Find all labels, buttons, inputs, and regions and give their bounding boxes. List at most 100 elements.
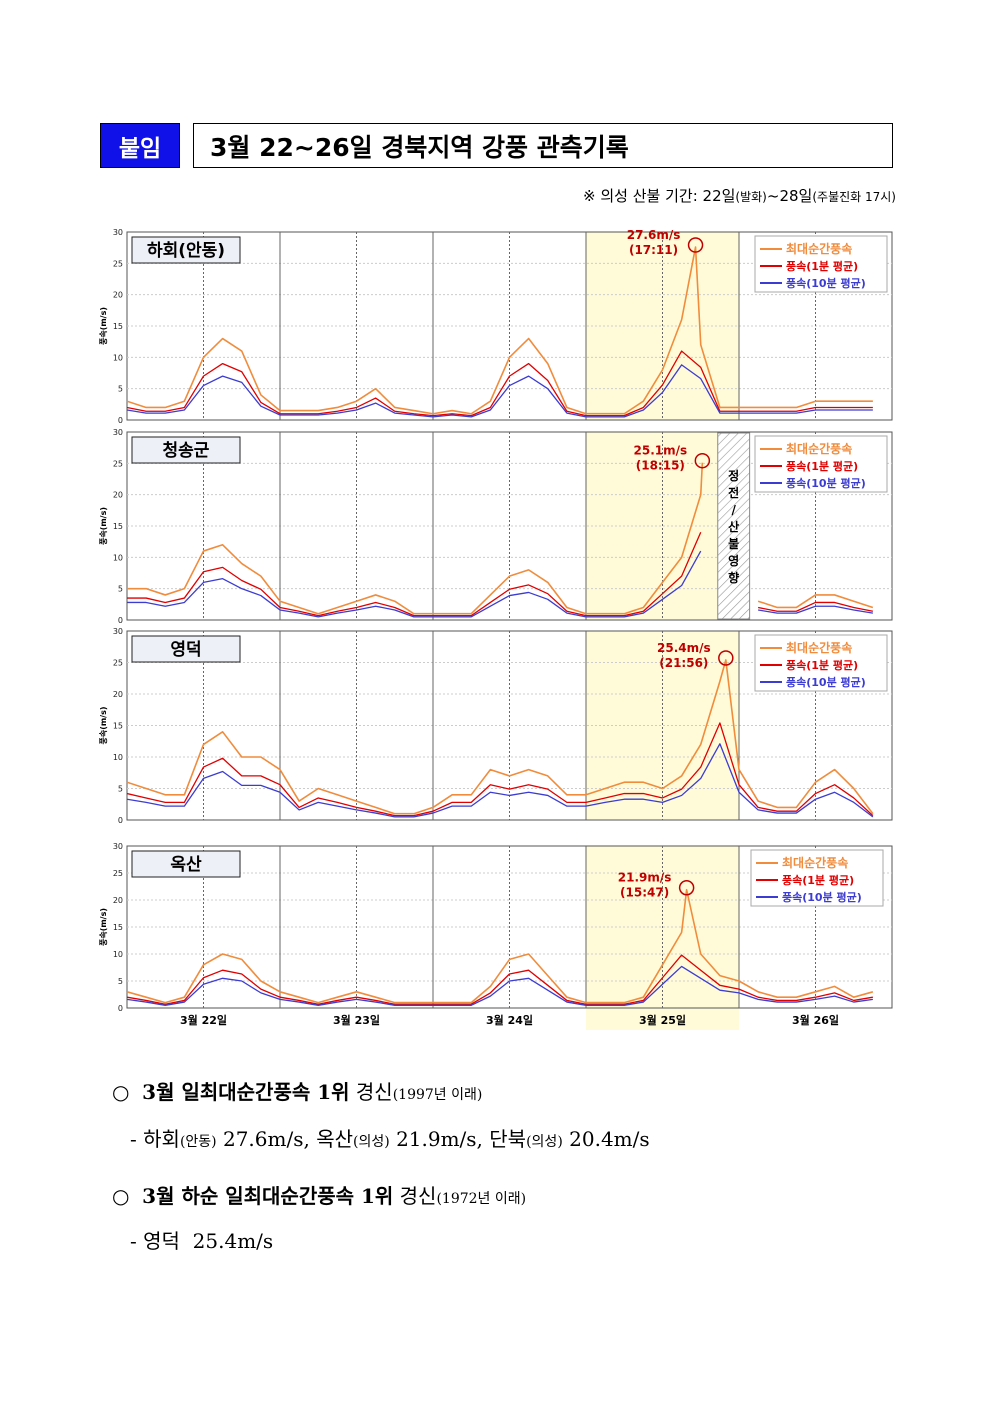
station-paren: (의성) bbox=[526, 1134, 563, 1150]
bullet-marker: ○ bbox=[112, 1080, 130, 1104]
series-line-avg1 bbox=[126, 722, 874, 817]
peak-value-label: 27.6m/s bbox=[627, 228, 681, 242]
legend-label: 풍속(10분 평균) bbox=[782, 890, 862, 904]
note-paren: (발화) bbox=[735, 190, 767, 204]
y-tick-label: 0 bbox=[118, 416, 123, 425]
x-tick-label: 3월 26일 bbox=[792, 1013, 839, 1027]
series-line-avg10 bbox=[127, 550, 702, 618]
bullet-paren: (1997년 이래) bbox=[392, 1087, 483, 1103]
bullet-paren: (1972년 이래) bbox=[436, 1191, 527, 1207]
series-line-avg10 bbox=[126, 743, 874, 818]
y-tick-label: 20 bbox=[113, 491, 123, 500]
chart-panel-1: 0 5 10 15 20 25 30 풍속(m/s) 27.6m/s(17:11) 하회(안동) 최… bbox=[98, 228, 893, 425]
y-tick-label: 25 bbox=[113, 869, 123, 878]
bullet-bold: 3월 일최대순간풍속 1위 bbox=[142, 1080, 350, 1104]
series-line-avg1 bbox=[757, 601, 874, 612]
legend-label: 최대순간풍속 bbox=[782, 855, 848, 870]
series-line-avg1 bbox=[127, 532, 702, 617]
station-label-box bbox=[131, 236, 241, 264]
bullet-2: ○ 3월 하순 일최대순간풍속 1위 경신(1972년 이래) bbox=[112, 1180, 526, 1209]
station-value: 25.4m/s bbox=[192, 1229, 274, 1253]
outage-label-char: 향 bbox=[728, 570, 739, 585]
y-tick-label: 10 bbox=[113, 753, 123, 762]
title-text: 3월 22~26일 경북지역 강풍 관측기록 bbox=[210, 132, 629, 162]
station-label: 옥산 bbox=[170, 855, 202, 875]
legend-label: 풍속(10분 평균) bbox=[786, 476, 866, 490]
y-tick-label: 15 bbox=[113, 923, 123, 932]
outage-label-char: 불 bbox=[728, 537, 739, 551]
station-label-box bbox=[131, 635, 241, 663]
series-line-avg1 bbox=[126, 350, 873, 417]
station-label: 청송군 bbox=[163, 440, 210, 461]
fire-period-note: ※ 의성 산불 기간: 22일(발화)~28일(주불진화 17시) bbox=[583, 185, 896, 206]
y-tick-label: 30 bbox=[113, 842, 123, 851]
outage-label-char: 산 bbox=[728, 519, 739, 534]
y-tick-label: 5 bbox=[118, 785, 123, 794]
outage-label-char: 영 bbox=[728, 553, 739, 568]
peak-marker bbox=[694, 452, 711, 469]
chart-panel-4: 0 5 10 15 20 25 30 풍속(m/s) 21.9m/s(15:47) 옥산 최대순간풍… bbox=[98, 842, 893, 1030]
peak-time-label: (15:47) bbox=[620, 886, 669, 900]
y-tick-label: 15 bbox=[113, 522, 123, 531]
station-name: 하회 bbox=[143, 1127, 180, 1151]
sub-line-1: - 하회(안동) 27.6m/s, 옥산(의성) 21.9m/s, 단북(의성)… bbox=[130, 1127, 650, 1151]
series-line-avg10 bbox=[126, 965, 873, 1006]
y-axis-label: 풍속(m/s) bbox=[98, 908, 108, 946]
x-tick-label: 3월 25일 bbox=[639, 1013, 686, 1027]
y-axis-label: 풍속(m/s) bbox=[98, 507, 108, 545]
station-label: 영덕 bbox=[170, 640, 201, 660]
station-value: 21.9m/s, bbox=[396, 1127, 483, 1151]
peak-marker bbox=[687, 237, 704, 253]
bullet-marker: ○ bbox=[112, 1184, 130, 1208]
bullet-text: 경신 bbox=[355, 1080, 393, 1104]
y-tick-label: 10 bbox=[113, 553, 123, 562]
series-line-gust bbox=[757, 594, 874, 609]
legend-label: 최대순간풍속 bbox=[786, 241, 852, 256]
outage-label-char: 전 bbox=[728, 485, 739, 500]
y-tick-label: 25 bbox=[113, 459, 123, 468]
station-label: 하회(안동) bbox=[147, 241, 225, 261]
y-tick-label: 15 bbox=[113, 322, 123, 331]
peak-time-label: (17:11) bbox=[629, 243, 678, 257]
y-tick-label: 0 bbox=[118, 616, 123, 625]
legend-label: 풍속(10분 평균) bbox=[786, 675, 866, 689]
station-paren: (의성) bbox=[353, 1134, 390, 1150]
y-tick-label: 30 bbox=[113, 627, 123, 636]
y-tick-label: 25 bbox=[113, 659, 123, 668]
peak-marker bbox=[718, 650, 734, 666]
station-label-box bbox=[131, 850, 241, 878]
station-name: 영덕 bbox=[143, 1229, 180, 1253]
outage-label: 정 전 / 산 불 영 향 bbox=[728, 468, 739, 585]
legend-label: 풍속(1분 평균) bbox=[782, 873, 854, 887]
y-tick-label: 20 bbox=[113, 690, 123, 699]
series-line-avg1 bbox=[126, 954, 873, 1005]
station-value: 20.4m/s bbox=[569, 1127, 650, 1151]
legend-label: 풍속(1분 평균) bbox=[786, 259, 858, 273]
outage-label-char: / bbox=[731, 503, 736, 517]
page-title: 3월 22~26일 경북지역 강풍 관측기록 bbox=[193, 123, 893, 168]
bullet-bold: 3월 하순 일최대순간풍속 1위 bbox=[142, 1184, 394, 1208]
series-line-gust bbox=[126, 888, 874, 1004]
series-line-avg10 bbox=[126, 364, 873, 418]
y-tick-label: 30 bbox=[113, 228, 123, 237]
sub-line-2: - 영덕 25.4m/s bbox=[130, 1229, 274, 1253]
series-line-avg10 bbox=[758, 605, 873, 614]
station-value: 27.6m/s, bbox=[222, 1127, 310, 1151]
outage-label-char: 정 bbox=[728, 468, 739, 483]
series-line-gust bbox=[127, 462, 704, 615]
x-tick-label: 3월 23일 bbox=[333, 1013, 380, 1027]
peak-value-label: 25.1m/s bbox=[634, 444, 688, 458]
bullet-1: ○ 3월 일최대순간풍속 1위 경신(1997년 이래) bbox=[112, 1076, 482, 1105]
station-paren: (안동) bbox=[179, 1134, 217, 1150]
y-axis-label: 풍속(m/s) bbox=[98, 706, 108, 744]
station-label-box bbox=[131, 436, 241, 464]
legend-label: 풍속(1분 평균) bbox=[786, 459, 858, 473]
peak-time-label: (21:56) bbox=[659, 656, 708, 670]
note-text: ~28일 bbox=[766, 187, 813, 205]
y-tick-label: 15 bbox=[113, 722, 123, 731]
peak-value-label: 25.4m/s bbox=[657, 641, 711, 655]
y-tick-label: 0 bbox=[118, 1004, 123, 1013]
series-line-gust bbox=[126, 246, 873, 415]
legend-label: 최대순간풍속 bbox=[786, 640, 852, 655]
y-tick-label: 5 bbox=[118, 385, 123, 394]
